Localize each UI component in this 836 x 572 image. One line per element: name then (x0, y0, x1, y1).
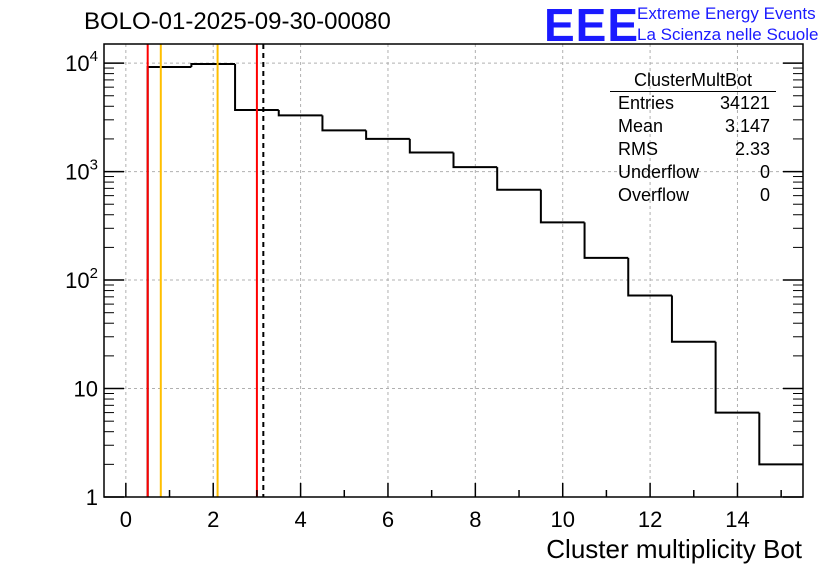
chart-title: BOLO-01-2025-09-30-00080 (84, 8, 391, 35)
axis-ticks: 0 2 4 6 8 10 12 14 1 10 102 103 104 (65, 48, 803, 532)
stats-row-rms: RMS 2.33 (610, 138, 776, 161)
x-tick-label: 12 (638, 507, 662, 532)
stats-value: 2.33 (734, 139, 770, 159)
stats-row-underflow: Underflow 0 (610, 161, 776, 184)
stats-value: 0 (759, 162, 770, 182)
histogram-bin (452, 152, 498, 169)
x-tick-label: 10 (550, 507, 574, 532)
stats-label: Underflow (618, 162, 700, 182)
histogram-bin (539, 189, 585, 224)
x-tick-label: 14 (725, 507, 749, 532)
histogram-bin (758, 412, 803, 466)
x-tick-label: 4 (294, 507, 306, 532)
logo-text: Extreme Energy Events La Scienza nelle S… (637, 3, 818, 45)
histogram-bin (408, 138, 454, 154)
stats-title: ClusterMultBot (610, 70, 776, 92)
x-tick-label: 0 (120, 507, 132, 532)
stats-value: 3.147 (724, 116, 770, 136)
marker-lines (146, 44, 265, 497)
y-tick-label: 103 (65, 157, 98, 185)
histogram-bin (496, 167, 541, 191)
stats-row-entries: Entries 34121 (610, 92, 776, 115)
x-tick-label: 2 (207, 507, 219, 532)
x-axis-label: Cluster multiplicity Bot (546, 534, 802, 564)
histogram-bin (190, 63, 236, 68)
x-tick-label: 6 (382, 507, 394, 532)
y-tick-label: 10 (74, 377, 98, 402)
stats-value: 0 (759, 185, 770, 205)
histogram-bin (583, 222, 629, 259)
logo-text-line1: Extreme Energy Events (637, 4, 816, 23)
histogram-bin (277, 109, 323, 117)
eee-logo: EEE (544, 0, 640, 51)
stats-value: 34121 (719, 93, 770, 113)
y-tick-label: 102 (65, 265, 98, 293)
histogram-bin (627, 257, 672, 297)
stats-row-mean: Mean 3.147 (610, 115, 776, 138)
histogram-bin (670, 295, 716, 343)
histogram-bin (321, 115, 367, 132)
stats-box: ClusterMultBot Entries 34121 Mean 3.147 … (610, 70, 776, 207)
histogram-bin (146, 66, 192, 497)
y-tick-label: 1 (86, 485, 98, 510)
x-tick-label: 8 (469, 507, 481, 532)
stats-label: Mean (618, 116, 664, 136)
stats-label: Entries (618, 93, 675, 113)
histogram-bin (714, 341, 760, 414)
y-tick-label: 104 (65, 48, 98, 76)
plot-frame (103, 43, 804, 498)
stats-label: RMS (618, 139, 658, 159)
logo-text-line2: La Scienza nelle Scuole (637, 25, 819, 44)
stats-label: Overflow (618, 185, 690, 205)
histogram-bin (365, 130, 410, 140)
stats-row-overflow: Overflow 0 (610, 184, 776, 207)
